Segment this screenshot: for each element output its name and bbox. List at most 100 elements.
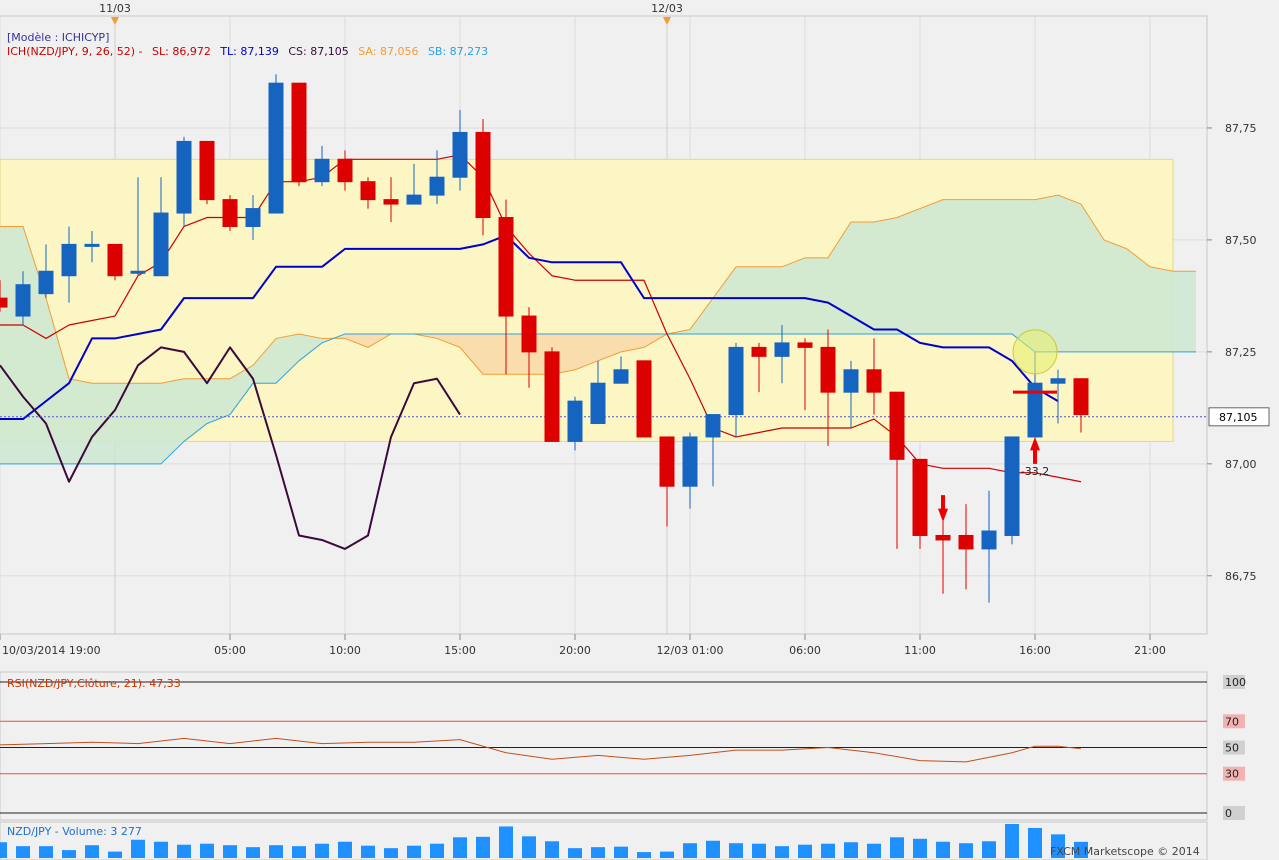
candle-bear xyxy=(935,534,951,541)
watermark: FXCM Marketscope © 2014 xyxy=(1050,845,1200,858)
volume-bar xyxy=(1028,827,1042,858)
volume-bar xyxy=(430,843,444,858)
candle-bull xyxy=(981,530,997,550)
volume-bar xyxy=(384,848,398,858)
candle-bull xyxy=(567,400,583,442)
candle-bear xyxy=(958,534,974,550)
cloud-segment xyxy=(276,333,299,384)
candle-bull xyxy=(1004,436,1020,536)
cloud-segment xyxy=(184,378,207,442)
candle-bear xyxy=(383,199,399,205)
x-tick-label: 16:00 xyxy=(1019,644,1051,657)
candle-bear xyxy=(291,82,307,183)
cloud-segment xyxy=(0,226,23,464)
candle-bear xyxy=(498,217,514,317)
senkou-span-b-line xyxy=(0,333,1196,465)
volume-bar xyxy=(660,851,674,858)
cloud-segment xyxy=(851,222,874,334)
rsi-legend: RSI(NZD/JPY,Clôture, 21): 47,33 xyxy=(7,677,181,690)
candle-bear xyxy=(912,458,928,536)
rsi-level-box xyxy=(1223,806,1245,820)
candles xyxy=(0,74,1089,603)
candle-bull xyxy=(245,208,261,227)
cloud-segment xyxy=(437,333,460,348)
candle-bear xyxy=(820,346,836,393)
candle-bull xyxy=(314,158,330,183)
legend-sb: SB: 87,273 xyxy=(427,45,489,58)
cloud-segment xyxy=(46,298,69,464)
volume-bar xyxy=(223,845,237,858)
volume-bar xyxy=(706,840,720,858)
legend-tl: TL: 87,139 xyxy=(220,45,279,58)
volume-bar xyxy=(683,843,697,858)
candle-bull xyxy=(15,284,31,317)
rsi-level-box xyxy=(1223,740,1245,755)
senkou-span-a-line xyxy=(0,194,1196,384)
volume-bar xyxy=(844,842,858,858)
x-tick-label: 06:00 xyxy=(789,644,821,657)
cloud-segment xyxy=(161,378,184,464)
candle-bull xyxy=(613,369,629,384)
cloud-segment xyxy=(1081,204,1104,352)
x-tick-label: 20:00 xyxy=(559,644,591,657)
cloud-segment xyxy=(1058,195,1081,352)
volume-bar xyxy=(453,837,467,858)
y-tick-label: 86,75 xyxy=(1225,570,1257,583)
cloud-segment xyxy=(759,266,782,334)
volume-bar xyxy=(499,826,513,858)
signal-marks: -33,2 xyxy=(938,329,1058,523)
volume-bar xyxy=(982,841,996,858)
model-label: [Modèle : ICHICYP] xyxy=(7,31,110,44)
cloud-segment xyxy=(345,333,368,348)
cloud-segment xyxy=(138,383,161,464)
volume-panel xyxy=(0,824,1088,858)
rsi-tick-label: 100 xyxy=(1225,676,1246,689)
rsi-tick-label: 0 xyxy=(1225,807,1232,820)
price-tag-box xyxy=(1208,407,1270,427)
cloud-segment xyxy=(460,333,483,375)
candle-bull xyxy=(1050,378,1066,384)
candle-bull xyxy=(843,369,859,393)
volume-bar xyxy=(154,841,168,858)
volume-bar xyxy=(775,846,789,858)
cloud-segment xyxy=(253,338,276,384)
cloud-segment xyxy=(69,378,92,464)
candle-bear xyxy=(866,369,882,393)
volume-bar xyxy=(545,841,559,858)
x-tick-label: 10:00 xyxy=(329,644,361,657)
candle-bear xyxy=(521,315,537,353)
x-tick-label: 10/03/2014 19:00 xyxy=(2,644,101,657)
x-tick-label: 15:00 xyxy=(444,644,476,657)
rsi-plot-area xyxy=(0,671,1208,821)
candle-bull xyxy=(774,342,790,357)
cloud-segment xyxy=(736,266,759,334)
cloud-segment xyxy=(207,378,230,424)
cloud-segment xyxy=(805,257,828,334)
volume-bar xyxy=(867,843,881,858)
candle-bear xyxy=(475,131,491,219)
cloud-segment xyxy=(690,298,713,334)
volume-bar xyxy=(131,839,145,858)
time-axis: 10/03/2014 19:00 05:00 10:00 15:00 20:00 12/0… xyxy=(0,634,1166,657)
legend-cs: CS: 87,105 xyxy=(288,45,349,58)
volume-bar xyxy=(798,844,812,858)
volume-bar xyxy=(269,845,283,858)
rsi-panel: 100 70 50 30 0 xyxy=(0,675,1246,820)
y-tick-label: 87,50 xyxy=(1225,234,1257,247)
candle-bear xyxy=(337,158,353,183)
cloud-segment xyxy=(897,208,920,334)
volume-bar xyxy=(407,845,421,858)
candle-bear xyxy=(659,436,675,487)
cloud-segment xyxy=(299,333,322,361)
volume-bar xyxy=(752,843,766,858)
rsi-tick-label: 70 xyxy=(1225,715,1239,728)
candle-bear xyxy=(1073,378,1089,416)
price-axis: 87,75 87,50 87,25 87,00 86,75 87,105 xyxy=(1207,122,1270,583)
candle-bear xyxy=(544,351,560,442)
volume-bar xyxy=(108,851,122,858)
cloud-segment xyxy=(874,217,897,334)
volume-bar xyxy=(959,843,973,858)
signal-label: -33,2 xyxy=(1021,465,1049,478)
cloud-segment xyxy=(1035,195,1058,352)
